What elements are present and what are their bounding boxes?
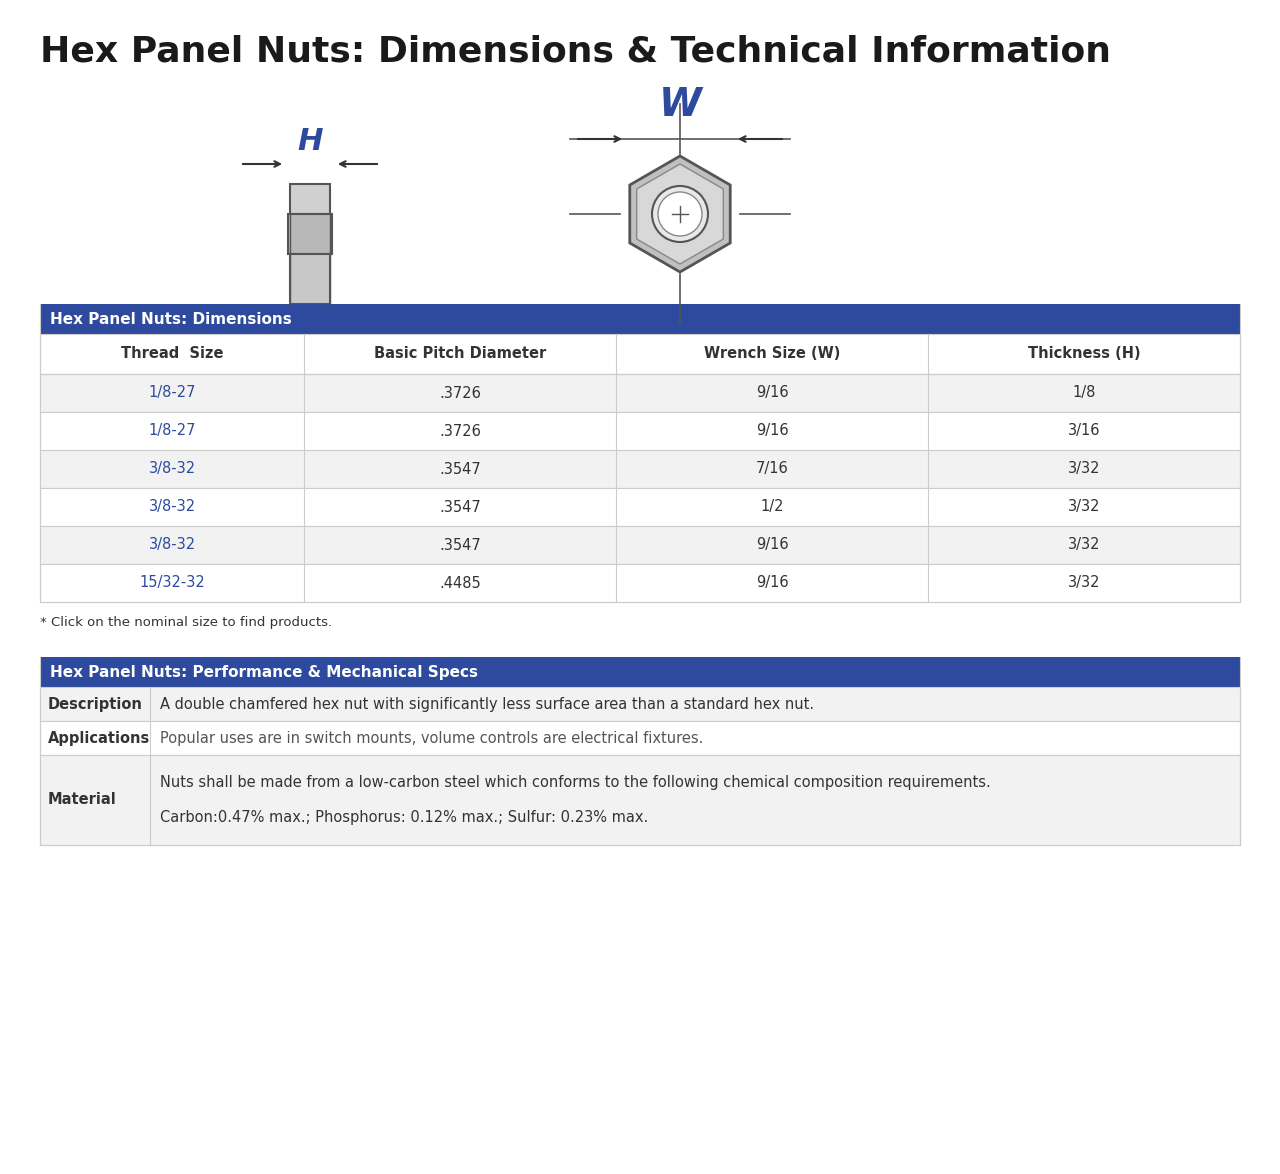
FancyBboxPatch shape bbox=[40, 721, 1240, 755]
FancyBboxPatch shape bbox=[40, 564, 1240, 602]
Text: .3726: .3726 bbox=[439, 385, 481, 400]
FancyBboxPatch shape bbox=[40, 412, 1240, 450]
FancyBboxPatch shape bbox=[40, 450, 1240, 488]
FancyBboxPatch shape bbox=[40, 755, 1240, 845]
Text: Hex Panel Nuts: Dimensions & Technical Information: Hex Panel Nuts: Dimensions & Technical I… bbox=[40, 34, 1111, 68]
Text: .4485: .4485 bbox=[439, 575, 481, 591]
Text: 3/8-32: 3/8-32 bbox=[148, 461, 196, 477]
Text: Description: Description bbox=[49, 696, 143, 711]
Polygon shape bbox=[630, 156, 730, 272]
Text: 9/16: 9/16 bbox=[755, 424, 788, 439]
FancyBboxPatch shape bbox=[40, 526, 1240, 564]
Text: 1/8-27: 1/8-27 bbox=[148, 424, 196, 439]
Text: H: H bbox=[297, 127, 323, 156]
Circle shape bbox=[652, 185, 708, 242]
Text: 3/32: 3/32 bbox=[1068, 538, 1101, 553]
Text: 7/16: 7/16 bbox=[755, 461, 788, 477]
FancyBboxPatch shape bbox=[40, 687, 1240, 721]
FancyBboxPatch shape bbox=[291, 254, 330, 304]
Text: Thickness (H): Thickness (H) bbox=[1028, 346, 1140, 362]
Text: 3/32: 3/32 bbox=[1068, 575, 1101, 591]
Text: .3547: .3547 bbox=[439, 538, 481, 553]
Text: .3547: .3547 bbox=[439, 499, 481, 514]
Text: 3/8-32: 3/8-32 bbox=[148, 538, 196, 553]
Text: 3/16: 3/16 bbox=[1068, 424, 1101, 439]
Text: 3/32: 3/32 bbox=[1068, 499, 1101, 514]
Text: W: W bbox=[659, 86, 701, 124]
Text: Hex Panel Nuts: Performance & Mechanical Specs: Hex Panel Nuts: Performance & Mechanical… bbox=[50, 664, 477, 680]
Text: 15/32-32: 15/32-32 bbox=[140, 575, 205, 591]
FancyBboxPatch shape bbox=[40, 488, 1240, 526]
Text: Wrench Size (W): Wrench Size (W) bbox=[704, 346, 840, 362]
Text: 9/16: 9/16 bbox=[755, 538, 788, 553]
Polygon shape bbox=[636, 164, 723, 264]
FancyBboxPatch shape bbox=[40, 333, 1240, 375]
Text: 1/2: 1/2 bbox=[760, 499, 783, 514]
Text: Hex Panel Nuts: Dimensions: Hex Panel Nuts: Dimensions bbox=[50, 311, 292, 326]
Text: 9/16: 9/16 bbox=[755, 575, 788, 591]
Text: Basic Pitch Diameter: Basic Pitch Diameter bbox=[374, 346, 547, 362]
Text: .3547: .3547 bbox=[439, 461, 481, 477]
Text: Applications: Applications bbox=[49, 730, 150, 745]
Text: Material: Material bbox=[49, 792, 116, 808]
Text: 1/8: 1/8 bbox=[1073, 385, 1096, 400]
Text: 1/8-27: 1/8-27 bbox=[148, 385, 196, 400]
Text: A double chamfered hex nut with significantly less surface area than a standard : A double chamfered hex nut with signific… bbox=[160, 696, 814, 711]
Text: 3/8-32: 3/8-32 bbox=[148, 499, 196, 514]
Circle shape bbox=[658, 193, 701, 236]
Text: Popular uses are in switch mounts, volume controls are electrical fixtures.: Popular uses are in switch mounts, volum… bbox=[160, 730, 704, 745]
FancyBboxPatch shape bbox=[40, 375, 1240, 412]
Text: Thread  Size: Thread Size bbox=[120, 346, 223, 362]
Text: 9/16: 9/16 bbox=[755, 385, 788, 400]
FancyBboxPatch shape bbox=[291, 184, 330, 214]
FancyBboxPatch shape bbox=[40, 657, 1240, 687]
Text: Nuts shall be made from a low-carbon steel which conforms to the following chemi: Nuts shall be made from a low-carbon ste… bbox=[160, 775, 991, 825]
Text: * Click on the nominal size to find products.: * Click on the nominal size to find prod… bbox=[40, 616, 332, 629]
FancyBboxPatch shape bbox=[288, 214, 332, 254]
FancyBboxPatch shape bbox=[40, 304, 1240, 333]
Text: 3/32: 3/32 bbox=[1068, 461, 1101, 477]
Text: .3726: .3726 bbox=[439, 424, 481, 439]
